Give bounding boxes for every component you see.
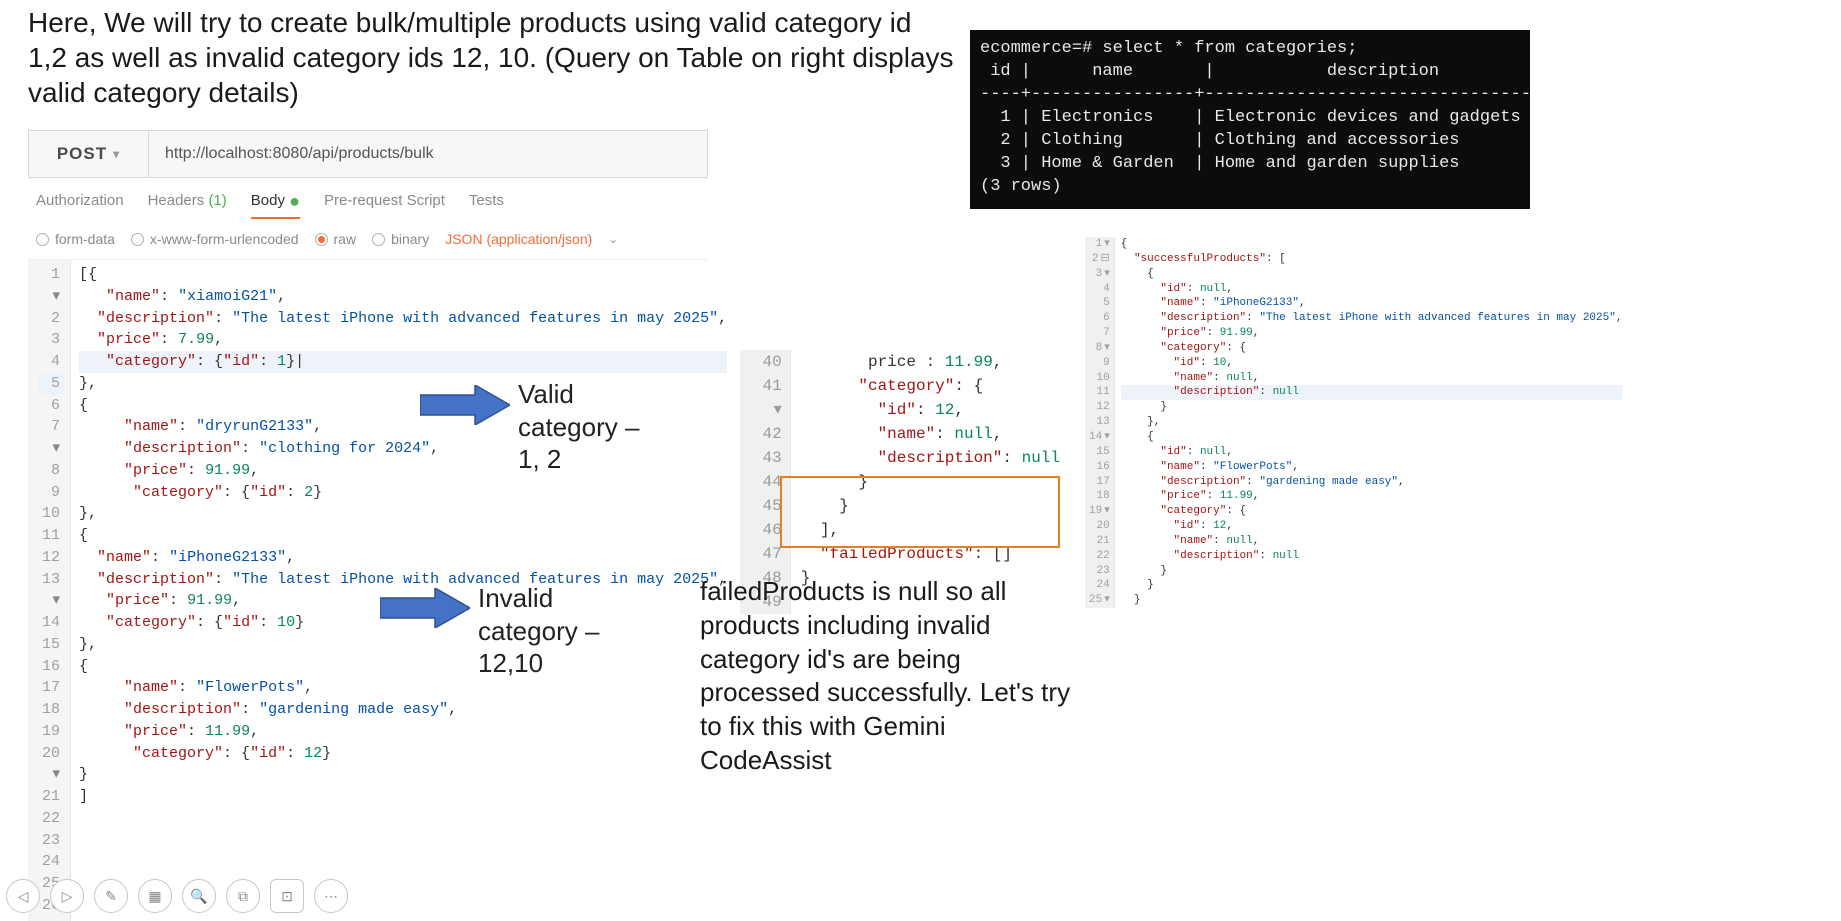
http-method-label: POST [57,144,107,164]
postman-panel: POST ▾ Authorization Headers (1) Body ● … [28,130,708,921]
pen-icon[interactable]: ✎ [94,879,128,913]
sql-terminal: ecommerce=# select * from categories; id… [970,30,1530,209]
radio-binary[interactable]: binary [372,231,429,247]
tab-headers[interactable]: Headers (1) [148,192,227,219]
headers-count: (1) [208,192,226,209]
radio-form-data[interactable]: form-data [36,231,115,247]
http-method-select[interactable]: POST ▾ [29,131,149,177]
tab-authorization[interactable]: Authorization [36,192,124,219]
narrative-text: Here, We will try to create bulk/multipl… [28,5,958,110]
grid-icon[interactable]: ▦ [138,879,172,913]
radio-urlencoded[interactable]: x-www-form-urlencoded [131,231,299,247]
arrow-invalid-label: Invalid category – 12,10 [478,582,599,680]
tab-body-label: Body [251,192,285,209]
radio-raw[interactable]: raw [315,231,357,247]
prev-icon[interactable]: ◁ [6,879,40,913]
body-type-options: form-data x-www-form-urlencoded raw bina… [28,219,708,259]
request-body-editor[interactable]: 1 ▾234567 ▾8910111213 ▾14151617181920 ▾2… [28,259,708,921]
arrow-invalid [380,588,470,628]
tab-headers-label: Headers [148,192,205,209]
bottom-toolbar: ◁ ▷ ✎ ▦ 🔍 ⧉ ⊡ ⋯ [0,873,354,919]
arrow-valid [420,385,510,425]
chevron-down-icon: ▾ [113,147,120,161]
content-type-select[interactable]: JSON (application/json) [445,231,592,247]
copy-icon[interactable]: ⧉ [226,879,260,913]
chevron-down-icon: ⌄ [608,232,618,246]
radio-binary-label: binary [391,231,429,247]
arrow-valid-label: Valid category – 1, 2 [518,378,639,476]
request-url-input[interactable] [149,131,707,177]
body-modified-dot-icon: ● [289,191,300,211]
commentary-text: failedProducts is null so all products i… [700,575,1080,778]
radio-urlencoded-label: x-www-form-urlencoded [150,231,299,247]
resp-gutter: 1▾2⊟3▾45678▾91011121314▾1516171819▾20212… [1085,237,1115,608]
editor-gutter: 1 ▾234567 ▾8910111213 ▾14151617181920 ▾2… [28,260,71,921]
tab-tests[interactable]: Tests [469,192,504,219]
resp-code: { "successfulProducts": [ { "id": null, … [1115,237,1629,608]
request-tabs: Authorization Headers (1) Body ● Pre-req… [28,178,708,219]
camera-icon[interactable]: ⊡ [270,879,304,913]
next-icon[interactable]: ▷ [50,879,84,913]
tab-prerequest[interactable]: Pre-request Script [324,192,445,219]
radio-form-data-label: form-data [55,231,115,247]
tab-body[interactable]: Body ● [251,192,300,219]
request-row: POST ▾ [28,130,708,178]
radio-raw-label: raw [334,231,357,247]
response-snippet-right: 1▾2⊟3▾45678▾91011121314▾1516171819▾20212… [1085,237,1835,608]
search-icon[interactable]: 🔍 [182,879,216,913]
more-icon[interactable]: ⋯ [314,879,348,913]
